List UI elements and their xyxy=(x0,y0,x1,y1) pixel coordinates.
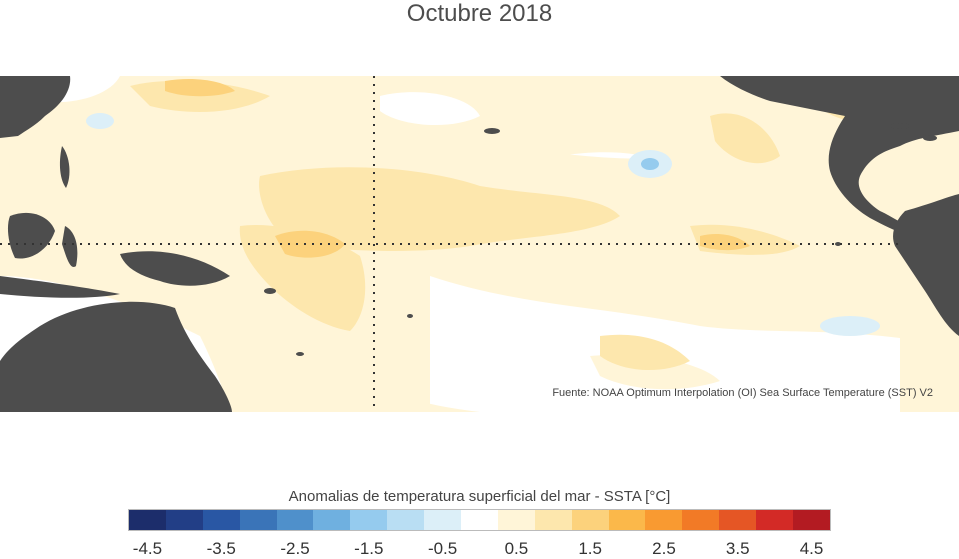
land-java xyxy=(0,276,120,298)
colorbar-tick-label: 2.5 xyxy=(652,539,676,558)
colorbar-tick-label: -2.5 xyxy=(280,539,310,558)
land-new-guinea xyxy=(120,251,230,286)
land-island-hawaii xyxy=(484,128,500,134)
land-australia xyxy=(0,301,232,412)
colorbar-bin xyxy=(608,510,646,530)
land-island-galapagos xyxy=(835,242,841,246)
map-canvas xyxy=(0,76,959,412)
colorbar-bin xyxy=(645,510,683,530)
land-island-hispaniola xyxy=(923,135,937,141)
land-sulawesi xyxy=(62,226,78,267)
colorbar-bin xyxy=(129,510,166,530)
colorbar-bin xyxy=(424,510,462,530)
colorbar-bin xyxy=(239,510,277,530)
land-philippines xyxy=(59,146,70,188)
land-asia xyxy=(0,76,71,138)
land-island-cuba xyxy=(890,123,910,129)
colorbar-tick-label: -0.5 xyxy=(427,539,458,558)
colorbar-tick-label: 3.5 xyxy=(725,539,750,558)
land-north-america xyxy=(720,76,959,236)
map-title: Octubre 2018 xyxy=(406,0,553,27)
land-island xyxy=(296,352,304,356)
colorbar-bin xyxy=(571,510,609,530)
colorbar-bin xyxy=(461,510,498,530)
colorbar-bin xyxy=(497,510,535,530)
land-island xyxy=(264,288,276,294)
colorbar-bin xyxy=(276,510,314,530)
colorbar-tick-label: 1.5 xyxy=(578,539,602,558)
colorbar-bin xyxy=(534,510,572,530)
colorbar-bin xyxy=(165,510,203,530)
colorbar-tick-label: 0.5 xyxy=(504,539,529,558)
colorbar-tick-label: 4.5 xyxy=(799,539,824,558)
colorbar xyxy=(128,509,831,531)
colorbar-tick-label: -1.5 xyxy=(354,539,384,558)
colorbar-bin xyxy=(313,510,351,530)
colorbar-bin xyxy=(202,510,240,530)
colorbar-bin xyxy=(756,510,794,530)
land-borneo xyxy=(7,212,56,259)
land-masses xyxy=(0,76,959,412)
colorbar-bin xyxy=(350,510,388,530)
land-island xyxy=(407,314,413,318)
land-south-america xyxy=(893,194,959,336)
colorbar-label: Anomalias de temperatura superficial del… xyxy=(288,488,671,505)
sst-anomaly-map xyxy=(0,76,959,412)
colorbar-bin xyxy=(682,510,720,530)
colorbar-bin xyxy=(793,510,830,530)
colorbar-bin xyxy=(719,510,757,530)
anomaly-cold-areas xyxy=(86,113,880,336)
colorbar-tick-label: -4.5 xyxy=(132,539,163,558)
colorbar-bin xyxy=(387,510,425,530)
colorbar-tick-label: -3.5 xyxy=(206,539,236,558)
data-source-credit: Fuente: NOAA Optimum Interpolation (OI) … xyxy=(552,387,933,399)
